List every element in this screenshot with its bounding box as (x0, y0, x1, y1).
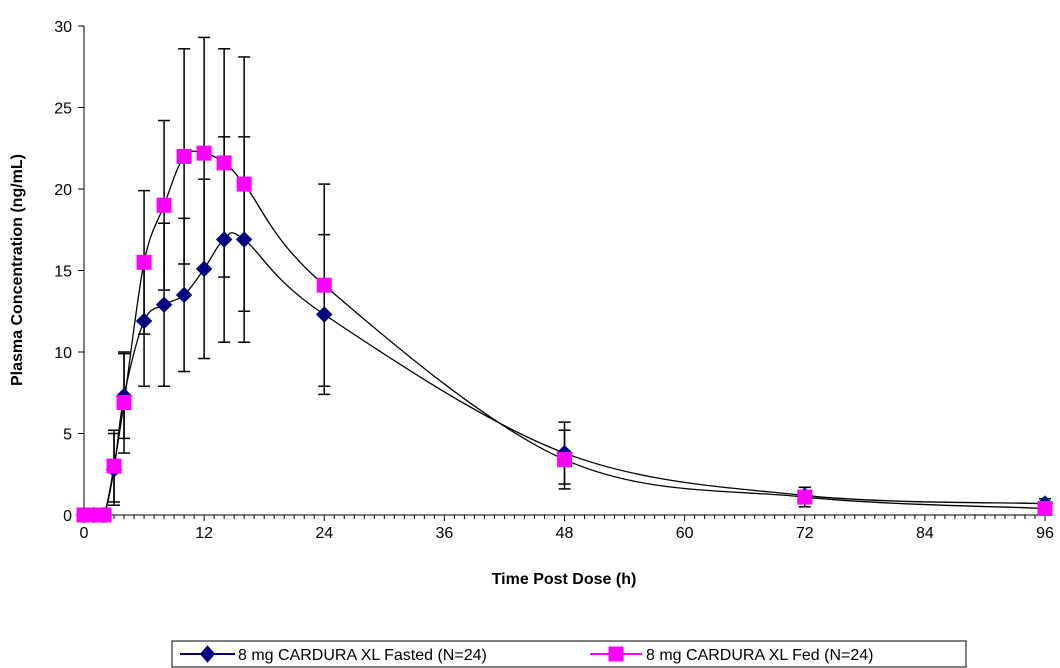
marker-fasted (155, 296, 173, 313)
legend-label-fasted: 8 mg CARDURA XL Fasted (N=24) (238, 647, 487, 664)
marker-fasted (235, 231, 253, 248)
x-tick-label: 0 (80, 525, 89, 542)
axes (78, 25, 1046, 521)
marker-fed (216, 155, 232, 171)
marker-fed (196, 145, 212, 161)
marker-fed (1037, 500, 1053, 516)
x-tick-label: 72 (796, 525, 814, 542)
x-tick-label: 60 (676, 525, 694, 542)
marker-fed (797, 489, 813, 505)
x-tick-label: 36 (435, 525, 453, 542)
y-axis-title: Plasma Concentration (ng/mL) (9, 154, 26, 386)
marker-fasted (195, 260, 213, 278)
marker-fed (316, 277, 332, 293)
y-tick-label: 20 (54, 182, 72, 199)
marker-fed (96, 507, 112, 523)
marker-fasted (135, 312, 153, 330)
y-tick-label: 25 (54, 101, 72, 118)
marker-fasted (175, 286, 193, 304)
marker-fed (176, 148, 192, 164)
legend-label-fed: 8 mg CARDURA XL Fed (N=24) (646, 647, 873, 664)
legend: 8 mg CARDURA XL Fasted (N=24) 8 mg CARDU… (171, 640, 967, 668)
x-tick-label: 96 (1036, 525, 1054, 542)
marker-fed (156, 197, 172, 213)
series-markers (75, 145, 1054, 524)
marker-fed (136, 254, 152, 270)
y-tick-label: 0 (63, 508, 72, 525)
marker-fed (106, 458, 122, 474)
marker-fasted (316, 306, 333, 323)
y-tick-label: 30 (54, 19, 72, 36)
legend-marker-fasted (199, 645, 216, 663)
tick-labels: 0 12 24 36 48 60 72 84 96 0 5 10 15 20 25 30 (54, 19, 1054, 542)
marker-fed (116, 395, 132, 411)
x-tick-label: 48 (556, 525, 574, 542)
legend-box (171, 640, 967, 668)
legend-marker-fed (608, 646, 624, 662)
y-tick-label: 10 (54, 345, 72, 362)
error-bars (108, 36, 1051, 513)
x-tick-label: 12 (195, 525, 213, 542)
marker-fed (236, 176, 252, 192)
y-tick-label: 5 (63, 427, 72, 444)
x-tick-label: 84 (916, 525, 934, 542)
x-axis-title: Time Post Dose (h) (492, 571, 637, 588)
marker-fed (557, 452, 572, 468)
marker-fasted (215, 231, 233, 248)
x-tick-label: 24 (315, 525, 333, 542)
y-tick-label: 15 (54, 264, 72, 281)
